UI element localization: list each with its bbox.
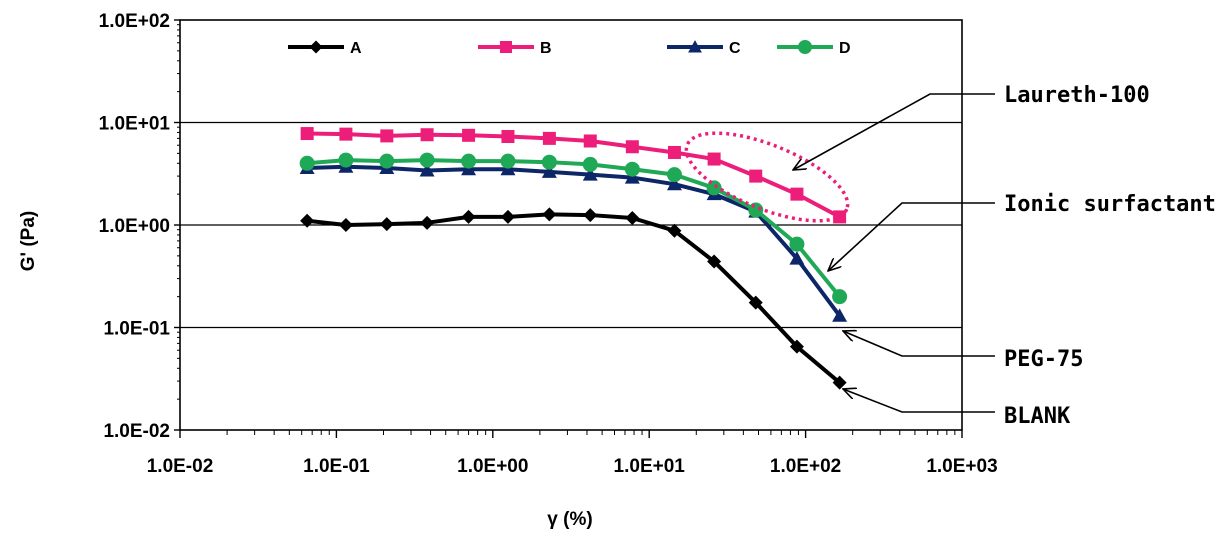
data-point-A [300,213,315,228]
annotation-arrow [828,202,995,271]
y-tick-label: 1.0E+02 [99,11,170,32]
data-point-A [379,217,394,232]
axis-ticks [174,19,963,438]
data-point-C [624,170,640,184]
legend-label-C: C [729,40,741,57]
y-axis-title: G' (Pa) [18,211,39,271]
data-point-D [624,161,640,177]
y-tick-label: 1.0E+00 [99,216,170,237]
data-point-B [583,134,597,148]
data-point-C [582,167,598,181]
data-point-B [833,210,847,224]
data-point-A [707,254,722,269]
legend-label-B: B [540,40,552,57]
highlight-ellipse [684,131,850,223]
data-point-C [666,176,682,191]
data-point-A [338,218,353,232]
legend-item-B: B [478,40,552,57]
gridlines [180,121,962,329]
series-A [300,207,847,390]
data-point-A [625,211,640,226]
series-line-C [307,164,842,318]
data-point-D [338,152,354,168]
annotation-arrow [843,389,995,413]
data-point-D [666,167,682,183]
legend: A B C D [288,40,851,57]
annotation-label: Ionic surfactant [1004,192,1216,217]
data-point-A [832,375,847,390]
annotations: Laureth-100 Ionic surfactant PEG-75 BLANK [684,83,1216,429]
data-point-A [748,295,763,310]
legend-item-A: A [288,40,362,57]
data-point-A [789,339,804,354]
legend-item-D: D [777,40,851,57]
legend-label-A: A [350,40,362,57]
x-tick-label: 1.0E-01 [303,456,370,477]
data-point-B [749,169,763,183]
data-point-D [379,153,395,169]
x-tick-label: 1.0E+02 [770,456,841,477]
data-point-B [462,128,476,142]
x-tick-label: 1.0E+00 [457,456,528,477]
data-point-B [339,127,353,141]
data-point-A [420,215,435,230]
data-point-D [832,289,848,305]
data-point-B [300,127,314,141]
x-tick-label: 1.0E-02 [147,456,214,477]
data-point-A [500,209,515,224]
data-point-C [789,251,805,265]
axis-labels: 1.0E+02 1.0E+01 1.0E+00 1.0E-01 1.0E-02 1.0E-… [99,11,998,477]
data-point-D [541,154,557,170]
annotation-arrow [793,93,995,170]
data-point-C [419,163,435,177]
annotation-label: PEG-75 [1004,347,1083,372]
data-point-D [299,155,315,171]
legend-item-C: C [667,40,741,57]
series-lines [299,127,848,390]
data-point-D [461,153,477,169]
data-point-C [541,164,557,178]
annotation-label: BLANK [1004,404,1071,429]
data-point-A [583,208,598,223]
x-axis-title: γ (%) [547,509,592,530]
data-point-B [790,187,804,201]
data-point-B [420,128,434,142]
data-point-B [667,145,681,159]
annotation-arrow [843,331,995,357]
data-point-A [667,223,682,238]
data-point-B [625,140,639,154]
series-C [299,159,848,322]
data-point-C [832,308,848,322]
series-line-B [307,131,841,219]
data-point-D [789,236,805,252]
data-point-B [542,131,556,145]
data-point-A [542,207,557,222]
data-point-B [707,152,721,166]
data-point-A [461,209,476,224]
data-point-B [501,130,515,144]
legend-marker-C [688,40,702,53]
x-tick-label: 1.0E+01 [614,456,686,477]
data-point-D [500,153,516,169]
series-B [300,127,847,224]
legend-marker-A [309,40,323,54]
data-point-D [748,202,764,218]
legend-marker-D [798,40,812,54]
data-point-D [419,152,435,168]
x-tick-label: 1.0E+03 [926,456,997,477]
y-tick-label: 1.0E+01 [99,114,171,135]
annotation-label: Laureth-100 [1004,83,1150,108]
y-tick-label: 1.0E-01 [103,319,170,340]
data-point-D [582,156,598,172]
data-point-B [380,129,394,143]
y-tick-label: 1.0E-02 [103,421,170,442]
series-D [299,152,848,305]
series-line-A [306,212,841,385]
legend-label-D: D [839,40,851,57]
legend-marker-B [500,41,512,53]
